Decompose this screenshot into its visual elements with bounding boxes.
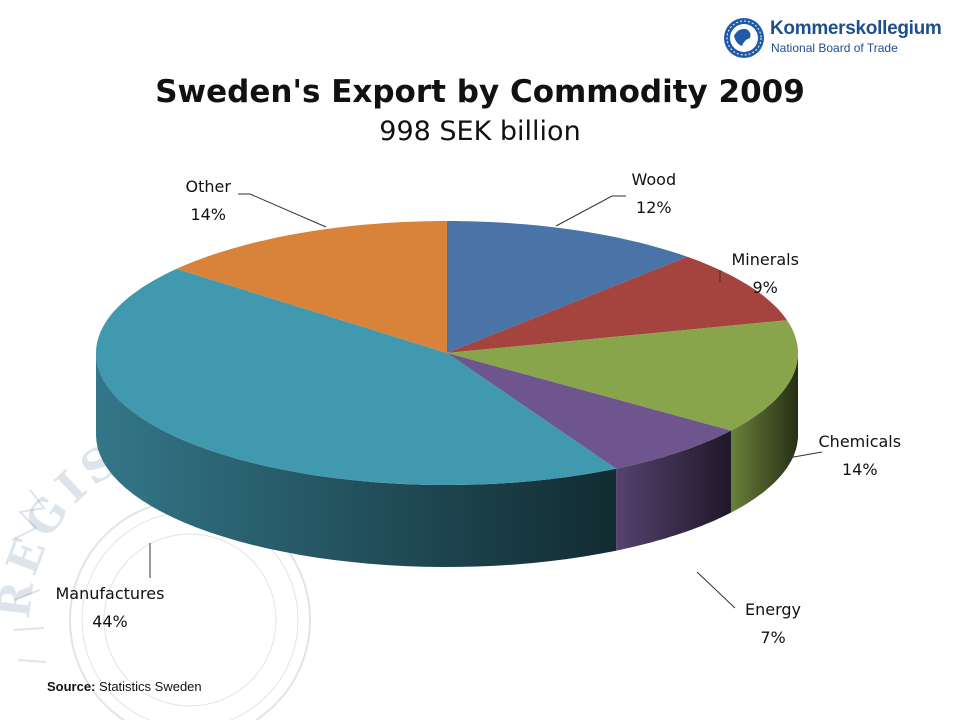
pie-wall-manufactures (96, 353, 617, 567)
slice-label-percent: 12% (636, 198, 672, 217)
source-note: Source: Statistics Sweden (47, 679, 202, 694)
leader-line-wood (555, 195, 626, 227)
slice-label-name: Energy (745, 600, 802, 619)
slice-label-name: Chemicals (818, 432, 902, 451)
slice-label-other: Other 14% (186, 173, 231, 229)
slice-label-energy: Energy 7% (745, 596, 801, 652)
logo-name: Kommerskollegium (770, 18, 942, 39)
slice-label-manufactures: Manufactures 44% (56, 580, 165, 636)
pie-slice-manufactures[interactable] (96, 268, 617, 485)
pie-slice-wood[interactable] (447, 221, 688, 353)
pie-wall-chemicals (731, 353, 798, 513)
slice-label-percent: 9% (752, 278, 778, 297)
pie-slice-energy[interactable] (447, 353, 731, 469)
chart-title: Sweden's Export by Commodity 2009 (155, 74, 805, 110)
slice-label-name: Minerals (731, 250, 799, 269)
slice-label-wood: Wood 12% (632, 166, 677, 222)
slice-label-name: Manufactures (55, 584, 165, 603)
slice-label-minerals: Minerals 9% (732, 246, 799, 302)
slice-label-percent: 14% (190, 205, 226, 224)
source-label: Source: (47, 679, 96, 694)
slice-label-percent: 14% (842, 460, 878, 479)
chart-subtitle: 998 SEK billion (379, 116, 581, 147)
source-value: Statistics Sweden (99, 679, 202, 694)
slice-label-name: Wood (631, 170, 677, 189)
globe-icon (724, 18, 764, 58)
pie-slice-chemicals[interactable] (447, 320, 798, 431)
slice-label-chemicals: Chemicals 14% (819, 428, 902, 484)
pie-slice-minerals[interactable] (447, 256, 787, 353)
slice-label-percent: 7% (760, 628, 786, 647)
brand-logo[interactable]: Kommerskollegium National Board of Trade (722, 14, 942, 60)
leader-line-other (238, 193, 327, 228)
logo-tagline: National Board of Trade (771, 41, 898, 55)
pie-slice-other[interactable] (176, 221, 448, 353)
slice-label-name: Other (185, 177, 231, 196)
pie-wall-energy (616, 430, 731, 551)
leader-line-chemicals (787, 451, 823, 459)
leader-line-energy (696, 571, 736, 609)
slice-label-percent: 44% (92, 612, 128, 631)
